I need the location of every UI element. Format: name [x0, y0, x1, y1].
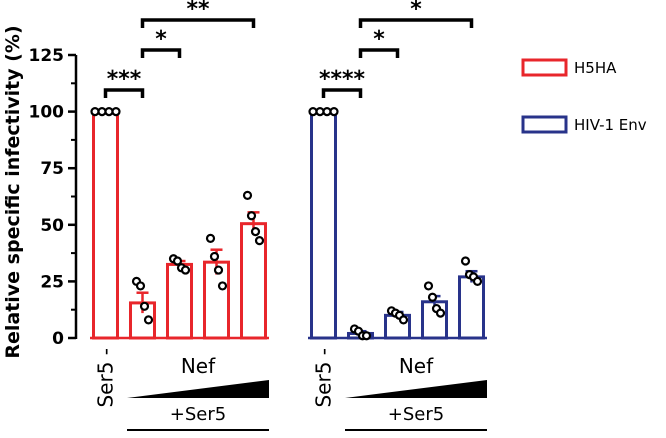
y-axis: 0 25 50 75 100 125	[29, 46, 78, 349]
data-point	[254, 236, 265, 246]
data-point	[213, 265, 224, 275]
data-point	[361, 331, 372, 341]
x-label-nef: Nef	[399, 354, 434, 378]
y-tick-label: 125	[29, 46, 65, 66]
nef-gradient-triangle	[127, 380, 269, 398]
x-label-plus-ser5: +Ser5	[170, 404, 226, 425]
data-point	[250, 226, 261, 237]
legend-label-hiv1-env: HIV-1 Env	[574, 116, 647, 134]
bar	[166, 262, 193, 340]
data-point	[427, 292, 438, 302]
y-tick-label: 0	[52, 329, 64, 349]
x-label-nef: Nef	[181, 354, 216, 378]
y-tick-label: 75	[40, 159, 64, 179]
bar	[92, 110, 119, 340]
data-point	[139, 301, 150, 311]
y-tick-label: 50	[40, 216, 64, 236]
data-point	[460, 256, 471, 266]
data-point	[209, 251, 220, 262]
bar	[458, 275, 485, 340]
data-point	[143, 315, 154, 325]
data-point	[329, 106, 339, 117]
significance-label: **	[186, 0, 210, 22]
significance-label: ****	[319, 67, 366, 92]
data-point	[472, 276, 483, 286]
data-point	[398, 315, 409, 325]
nef-gradient-triangle	[345, 380, 487, 398]
significance-label: *	[373, 27, 385, 52]
data-point	[172, 256, 183, 266]
x-label-ser5-minus: Ser5 -	[94, 348, 118, 408]
x-label-plus-ser5: +Ser5	[388, 404, 444, 425]
significance-label: *	[410, 0, 422, 22]
significance-bracket	[358, 18, 474, 28]
data-point	[217, 281, 228, 291]
legend-swatch-h5ha	[521, 58, 568, 77]
legend: H5HA HIV-1 Env	[521, 58, 647, 134]
data-point	[111, 106, 121, 117]
significance-bracket	[103, 88, 145, 98]
data-point	[135, 281, 146, 291]
data-points	[90, 106, 483, 341]
data-point	[205, 233, 216, 243]
significance-bracket	[140, 18, 256, 28]
data-point	[423, 281, 434, 291]
significance-bracket	[140, 48, 182, 58]
y-tick-label: 25	[40, 272, 64, 292]
significance-bracket	[321, 88, 363, 98]
x-label-ser5-minus: Ser5 -	[312, 348, 336, 408]
data-point	[242, 190, 253, 200]
significance-label: *	[155, 27, 167, 52]
y-tick-label: 100	[29, 103, 65, 123]
significance-label: ***	[107, 67, 142, 92]
data-point	[246, 211, 257, 221]
data-point	[435, 308, 446, 318]
significance-bracket	[358, 48, 400, 58]
data-point	[180, 265, 191, 275]
legend-swatch-hiv1-env	[521, 115, 568, 134]
x-axis-labels: Ser5 - Nef +Ser5 Ser5 - Nef +Ser5	[94, 348, 487, 431]
bars	[90, 110, 487, 340]
legend-label-h5ha: H5HA	[574, 59, 617, 77]
y-axis-label: Relative specific infectivity (%)	[2, 25, 24, 358]
bar	[310, 110, 337, 340]
significance-brackets: ************	[103, 0, 474, 98]
